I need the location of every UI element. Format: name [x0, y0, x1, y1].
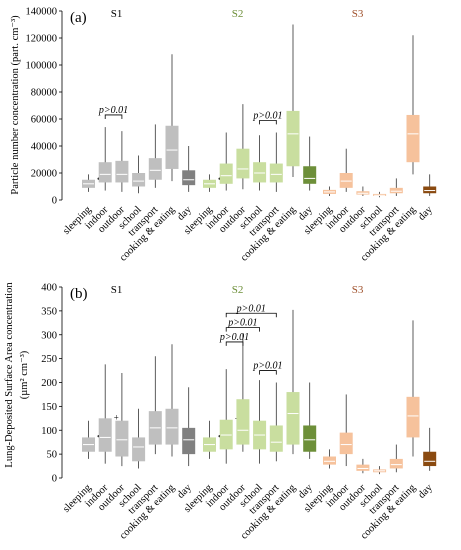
y-tick-label: 250 — [41, 354, 57, 365]
group-title: S2 — [232, 284, 244, 296]
y-tick-label: 0 — [52, 474, 57, 485]
box-body — [389, 187, 403, 194]
significance-bracket — [225, 312, 277, 318]
box-body — [236, 148, 250, 179]
box-body — [219, 163, 233, 184]
box-body — [406, 396, 420, 438]
box-body — [98, 418, 112, 452]
panel-b: Lung-Deposited Surface Area concentratio… — [4, 282, 437, 542]
box-body — [406, 114, 420, 163]
box-body — [286, 110, 300, 167]
box-body — [423, 451, 437, 467]
box-body — [286, 392, 300, 445]
y-tick-label: 50 — [47, 450, 58, 461]
significance-label: p>0.01 — [252, 361, 282, 372]
box-body — [339, 432, 353, 455]
box-body — [236, 399, 250, 445]
y-tick-label: 80000 — [31, 88, 57, 99]
y-axis-label-b-line2: (µm² cm⁻³) — [19, 350, 30, 399]
significance-bracket — [104, 114, 123, 119]
y-tick-label: 150 — [41, 402, 57, 413]
group-title: S3 — [352, 284, 364, 296]
box-body — [98, 162, 112, 183]
plot-area-a: 0 20000 40000 60000 80000 100000 120000 140000 S… — [26, 7, 437, 264]
box-body — [253, 162, 267, 183]
box-body — [356, 464, 370, 471]
box-body — [303, 425, 317, 452]
box-body — [165, 125, 179, 169]
box-body — [303, 166, 317, 184]
y-tick-label: 20000 — [31, 169, 57, 180]
significance-label: p>0.01 — [252, 110, 282, 121]
box-body — [115, 160, 129, 183]
significance-label: p>0.01 — [236, 303, 266, 314]
box-body — [132, 437, 146, 462]
panel-a: Particle number concentration (part. cm⁻… — [10, 7, 437, 264]
box-marker: • — [218, 431, 221, 441]
panel-label-a: (a) — [70, 10, 87, 26]
significance-bracket — [225, 327, 260, 332]
box-marker: • — [97, 174, 100, 184]
y-tick-label: 100 — [41, 426, 57, 437]
significance-bracket — [259, 119, 277, 125]
box-marker: + — [114, 412, 119, 422]
box-body — [323, 456, 336, 465]
box-marker: • — [97, 431, 100, 441]
group-title: S1 — [111, 284, 123, 296]
category-label: day — [416, 482, 435, 501]
y-tick-label: 60000 — [31, 115, 57, 126]
y-tick-label: 350 — [41, 306, 57, 317]
significance-label: p>0.01 — [227, 318, 257, 329]
group-title: S2 — [232, 8, 244, 20]
box-marker: • — [218, 174, 221, 184]
y-tick-label: 140000 — [26, 7, 58, 18]
significance-bracket — [259, 370, 277, 375]
y-axis-label-b-line1: Lung-Deposited Surface Area concentratio… — [4, 282, 15, 468]
y-tick-label: 40000 — [31, 142, 57, 153]
box-body — [269, 163, 283, 183]
box-body — [269, 425, 283, 452]
box-body — [115, 420, 129, 457]
significance-label: p>0.01 — [219, 332, 249, 343]
box-body — [148, 158, 162, 180]
group-title: S3 — [352, 8, 364, 20]
significance-bracket — [225, 341, 244, 346]
category-label: day — [416, 204, 435, 223]
box-body — [339, 173, 353, 188]
y-axis-label-a: Particle number concentration (part. cm⁻… — [10, 15, 21, 195]
box-body — [182, 170, 196, 186]
y-tick-label: 120000 — [26, 34, 58, 45]
panel-label-b: (b) — [70, 286, 88, 302]
box-body — [389, 458, 403, 469]
y-tick-label: 400 — [41, 283, 57, 294]
y-tick-label: 200 — [41, 378, 57, 389]
y-tick-label: 300 — [41, 330, 57, 341]
significance-label: p>0.01 — [98, 105, 128, 116]
box-body — [423, 186, 437, 194]
box-body — [132, 173, 146, 187]
box-body — [182, 427, 196, 455]
box-body — [165, 408, 179, 445]
group-title: S1 — [111, 8, 123, 20]
y-tick-label: 100000 — [26, 61, 58, 72]
y-tick-label: 0 — [52, 196, 57, 207]
